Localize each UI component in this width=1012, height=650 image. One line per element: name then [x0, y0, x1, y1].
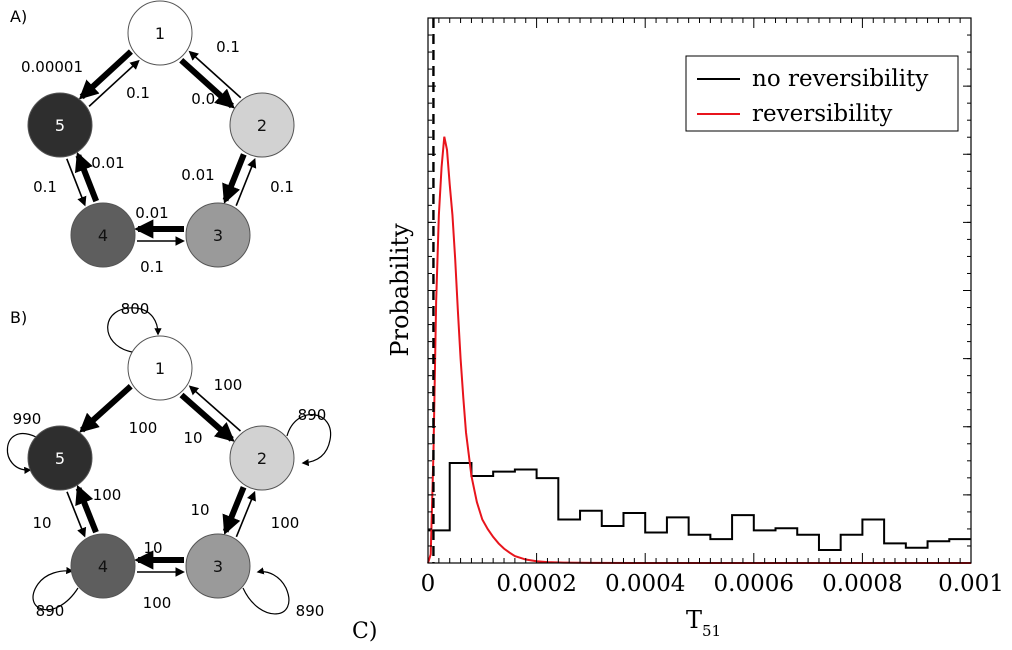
net-a-node-5 — [27, 92, 93, 158]
panel-b-label: B) — [10, 308, 27, 327]
net-a-node-label-2: 2 — [257, 116, 267, 135]
net-b-edge-3-to-2 — [235, 490, 256, 538]
net-b-edge-4-to-5 — [75, 484, 99, 534]
net-b-self-loop-5 — [6, 433, 37, 474]
legend: no reversibility reversibility — [685, 55, 959, 132]
legend-label-reversibility: reversibility — [752, 101, 892, 127]
x-tick-label: 0.001 — [938, 571, 1004, 597]
net-b-edge-5-to-4 — [66, 491, 87, 538]
network-a: 0.1 0.00001 0.1 0.01 0.1 0.01 0.1 0.01 0.1 0.01 1 2… — [21, 0, 295, 276]
net-a-node-3 — [185, 202, 251, 268]
net-a-node-4 — [70, 202, 136, 268]
net-b-node-label-5: 5 — [55, 449, 65, 468]
net-a-rate-label-5-to-1: 0.00001 — [21, 58, 83, 76]
net-b-node-label-3: 3 — [213, 557, 223, 576]
net-a-rate-label-4-to-3: 0.01 — [135, 204, 168, 222]
net-b-edge-1-to-2 — [179, 392, 235, 442]
net-b-node-label-1: 1 — [155, 359, 165, 378]
net-b-node-1 — [127, 335, 193, 401]
net-b-node-label-2: 2 — [257, 449, 267, 468]
net-b-rate-label-2-to-3: 100 — [271, 514, 300, 532]
series-line-reversibility — [427, 136, 971, 564]
net-b-node-4 — [70, 533, 136, 599]
net-b-self-loop-4 — [32, 566, 79, 611]
net-a-edge-2-to-1 — [188, 50, 242, 99]
net-b-node-3 — [185, 533, 251, 599]
chart-ticks-layer — [427, 17, 972, 564]
net-a-edge-4-to-5 — [74, 151, 100, 203]
net-b-node-2 — [229, 425, 295, 491]
net-b-self-loop-label-4: 890 — [36, 602, 65, 620]
net-a-rate-label-3-to-4: 0.1 — [140, 258, 164, 276]
net-b-edge-1-to-5 — [79, 384, 133, 433]
net-a-edge-3-to-2 — [235, 157, 257, 206]
net-b-rate-label-2-to-1: 10 — [183, 429, 202, 447]
net-b-self-loop-label-2: 890 — [298, 406, 327, 424]
net-a-node-label-3: 3 — [213, 226, 223, 245]
net-a-edge-5-to-1 — [88, 59, 140, 107]
net-a-rate-label-1-to-2: 0.1 — [216, 38, 240, 56]
net-a-rate-label-5-to-4: 0.01 — [91, 154, 124, 172]
net-b-edge-2-to-1 — [188, 385, 242, 432]
net-b-rate-label-3-to-2: 10 — [190, 501, 209, 519]
net-a-rate-label-2-to-3: 0.1 — [270, 178, 294, 196]
x-axis-label-main: T — [686, 606, 702, 634]
network-b: 100 100 10 100 10 100 10 10 100 800 890 890 890 990 1 2… — [6, 300, 332, 620]
panel-a-label: A) — [10, 7, 27, 26]
x-axis-label: T51 — [686, 606, 721, 640]
chart-panel-c: 0 0.0002 0.0004 0.0006 0.0008 0.001 no revers… — [386, 17, 1004, 640]
net-b-rate-label-4-to-5: 10 — [32, 514, 51, 532]
net-b-self-loop-label-5: 990 — [13, 410, 42, 428]
x-tick-label: 0.0002 — [496, 571, 576, 597]
net-a-node-label-1: 1 — [155, 24, 165, 43]
net-b-self-loop-label-3: 890 — [296, 602, 325, 620]
series-line-no-reversibility — [428, 461, 971, 551]
legend-label-no-reversibility: no reversibility — [752, 66, 928, 92]
net-a-edge-1-to-5 — [78, 49, 133, 100]
net-b-node-5 — [27, 425, 93, 491]
x-tick-label: 0.0008 — [822, 571, 902, 597]
net-b-rate-label-1-to-2: 100 — [214, 376, 243, 394]
net-a-rate-label-4-to-5: 0.1 — [33, 178, 57, 196]
net-b-self-loop-label-1: 800 — [121, 300, 150, 318]
net-b-rate-label-4-to-3: 10 — [143, 539, 162, 557]
net-a-rate-label-1-to-5: 0.1 — [126, 84, 150, 102]
net-a-node-2 — [229, 92, 295, 158]
net-b-self-loop-3 — [242, 567, 290, 615]
legend-box — [685, 55, 959, 132]
x-tick-label: 0.0006 — [714, 571, 794, 597]
net-b-rate-label-5-to-4: 100 — [93, 486, 122, 504]
panel-c-label: C) — [352, 619, 377, 644]
net-a-edge-1-to-2 — [179, 57, 235, 109]
x-axis-label-subscript: 51 — [702, 622, 721, 640]
x-tick-label: 0.0004 — [605, 571, 685, 597]
y-axis-label: Probability — [386, 223, 414, 357]
net-b-edge-2-to-3 — [222, 486, 247, 535]
net-b-rate-label-1-to-5: 100 — [129, 419, 158, 437]
net-b-self-loop-1 — [107, 307, 162, 353]
net-b-self-loop-2 — [286, 414, 332, 467]
net-a-edge-5-to-4 — [66, 158, 87, 207]
net-b-rate-label-3-to-4: 100 — [143, 594, 172, 612]
net-a-edge-2-to-3 — [222, 153, 247, 204]
net-b-node-label-4: 4 — [98, 557, 108, 576]
net-a-node-label-5: 5 — [55, 116, 65, 135]
net-a-node-label-4: 4 — [98, 226, 108, 245]
chart-labels-layer: 0 0.0002 0.0004 0.0006 0.0008 0.001 — [421, 571, 1004, 597]
x-tick-label: 0 — [421, 571, 436, 597]
net-a-node-1 — [127, 0, 193, 66]
net-a-rate-label-2-to-1: 0.01 — [191, 90, 224, 108]
net-a-rate-label-3-to-2: 0.01 — [181, 166, 214, 184]
